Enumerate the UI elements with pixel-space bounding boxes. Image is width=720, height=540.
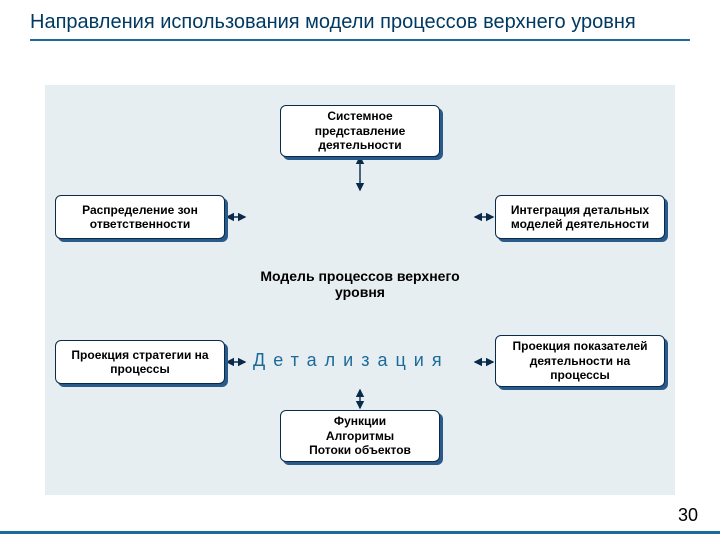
page-title: Направления использования модели процесс… <box>30 10 690 35</box>
page-number: 30 <box>678 505 698 526</box>
node-right2: Проекция показателей деятельности на про… <box>495 335 665 387</box>
node-left2: Проекция стратегии на процессы <box>55 340 225 384</box>
node-left1: Распределение зон ответственности <box>55 195 225 239</box>
diagram-canvas: Системное представление деятельности Расп… <box>45 85 675 495</box>
node-right1: Интеграция детальных моделей деятельност… <box>495 195 665 239</box>
node-top: Системное представление деятельности <box>280 105 440 157</box>
title-underline <box>30 39 690 41</box>
detalization-label: Детализация <box>253 350 450 371</box>
footer-line <box>0 531 720 534</box>
center-label: Модель процессов верхнего уровня <box>255 268 465 300</box>
node-bottom: ФункцииАлгоритмыПотоки объектов <box>280 410 440 462</box>
title-area: Направления использования модели процесс… <box>0 0 720 47</box>
